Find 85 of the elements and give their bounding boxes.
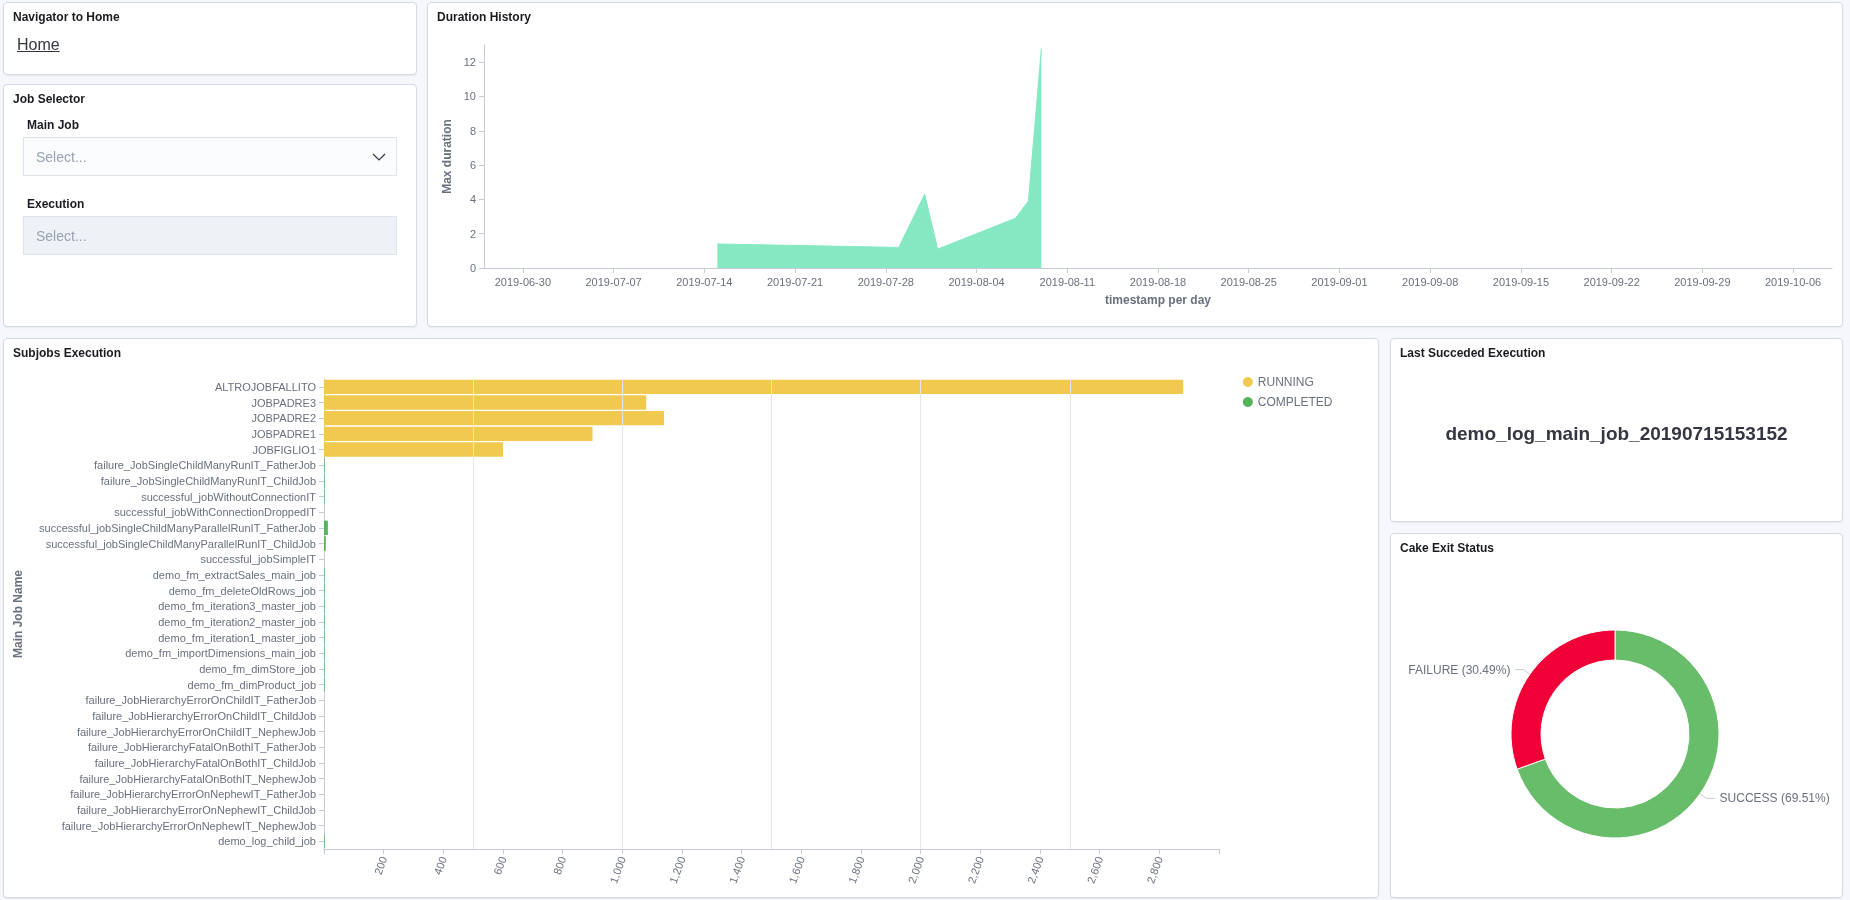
x-tick-label: 2019-09-29 <box>1674 275 1731 288</box>
slice-label: FAILURE (30.49%) <box>1408 662 1511 677</box>
y-tick-label: demo_fm_deleteOldRows_job <box>168 584 316 597</box>
y-axis-title: Max duration <box>439 119 454 194</box>
x-tick-label: 800 <box>550 854 569 877</box>
x-tick-label: 2019-06-30 <box>494 275 552 288</box>
x-tick-label: 2019-07-14 <box>676 275 733 288</box>
y-tick-label: ALTROJOBFALLITO <box>214 380 317 393</box>
y-tick-label: failure_JobHierarchyErrorOnChildIT_NephewJob <box>76 725 316 738</box>
text: Main Job <box>27 118 80 132</box>
x-tick-label: 2019-09-22 <box>1583 275 1640 288</box>
text: Subjobs Execution <box>13 346 122 360</box>
legend-label: RUNNING <box>1257 375 1314 389</box>
x-tick-label: 2,200 <box>965 854 986 885</box>
x-tick-label: 2019-10-06 <box>1764 275 1822 288</box>
x-tick-label: 200 <box>371 854 390 877</box>
y-tick-label: failure_JobSingleChildManyRunIT_ChildJob <box>100 474 316 487</box>
x-axis-title: timestamp per day <box>1104 293 1212 307</box>
y-tick-label: failure_JobHierarchyErrorOnNephewIT_FatherJob <box>70 788 316 801</box>
y-tick-label: demo_fm_iteration1_master_job <box>158 631 316 644</box>
y-tick-label: JOBPADRE1 <box>251 427 316 440</box>
x-tick-label: 2,400 <box>1024 854 1046 885</box>
y-tick-label: 0 <box>469 262 476 274</box>
y-tick-label: failure_JobHierarchyFatalOnBothIT_FatherJob <box>87 741 316 754</box>
y-tick-label: 8 <box>469 124 476 137</box>
x-tick-label: 1,800 <box>845 854 867 885</box>
y-tick-label: failure_JobHierarchyErrorOnNephewIT_ChildJob <box>76 803 316 816</box>
y-tick-label: 12 <box>463 56 476 69</box>
y-tick-label: 2 <box>469 227 476 240</box>
y-axis-title: Main Job Name <box>11 569 25 659</box>
y-tick-label: JOBFIGLIO1 <box>252 443 316 456</box>
y-tick-label: demo_fm_dimProduct_job <box>187 678 316 691</box>
y-tick-label: JOBPADRE3 <box>251 396 316 409</box>
x-tick-label: 2019-08-11 <box>1039 275 1095 288</box>
y-tick-label: failure_JobHierarchyFatalOnBothIT_NephewJob <box>79 772 316 785</box>
x-tick-label: 2,800 <box>1144 854 1165 885</box>
y-tick-label: successful_jobWithoutConnectionIT <box>141 490 317 503</box>
y-tick-label: demo_log_child_job <box>218 835 316 848</box>
x-tick-label: 2019-09-08 <box>1402 275 1459 288</box>
chart-title: Cake Exit Status <box>1400 541 1495 555</box>
x-tick-label: 400 <box>431 854 449 877</box>
y-tick-label: failure_JobHierarchyErrorOnChildIT_FatherJob <box>85 694 316 707</box>
y-tick-label: successful_jobWithConnectionDroppedIT <box>114 506 317 519</box>
x-tick-label: 1,200 <box>666 854 688 885</box>
y-tick-label: failure_JobHierarchyErrorOnNephewIT_NephewJob <box>61 819 316 832</box>
chart-title: Duration History <box>437 10 532 24</box>
y-tick-label: successful_jobSimpleIT <box>200 553 317 566</box>
x-tick-label: 2,000 <box>905 854 927 885</box>
y-tick-label: failure_JobHierarchyFatalOnBothIT_ChildJob <box>94 756 316 769</box>
y-tick-label: successful_jobSingleChildManyParallelRunIT_ChildJob <box>45 537 316 550</box>
x-tick-label: 2019-07-07 <box>585 275 642 288</box>
y-tick-label: successful_jobSingleChildManyParallelRunIT_FatherJob <box>39 521 316 534</box>
x-tick-label: 1,600 <box>786 854 807 885</box>
x-tick-label: 2,600 <box>1084 854 1106 885</box>
text: Home <box>17 36 60 54</box>
y-tick-label: demo_fm_dimStore_job <box>199 662 316 675</box>
y-tick-label: 10 <box>463 90 476 103</box>
text: Last Succeded Execution <box>1400 346 1546 360</box>
x-tick-label: 2019-08-25 <box>1220 275 1277 288</box>
y-tick-label: demo_fm_iteration3_master_job <box>158 600 316 613</box>
x-tick-label: 2019-07-21 <box>766 275 824 288</box>
slice-label: SUCCESS (69.51%) <box>1719 791 1830 806</box>
text: demo_log_main_job_20190715153152 <box>1444 423 1789 445</box>
y-tick-label: failure_JobSingleChildManyRunIT_FatherJob <box>94 459 316 472</box>
x-tick-label: 2019-07-28 <box>857 275 914 288</box>
x-tick-label: 2019-08-18 <box>1129 275 1187 288</box>
x-tick-label: 2019-09-15 <box>1492 275 1550 288</box>
y-tick-label: 6 <box>469 159 476 172</box>
y-tick-label: demo_fm_iteration2_master_job <box>158 615 316 628</box>
x-tick-label: 1,400 <box>726 854 748 885</box>
legend-label: COMPLETED <box>1257 395 1333 409</box>
text: Execution <box>27 197 85 211</box>
y-tick-label: failure_JobHierarchyErrorOnChildIT_ChildJob <box>92 709 316 722</box>
select-field: Select... <box>23 216 397 255</box>
x-tick-label: 2019-08-04 <box>948 275 1005 288</box>
select-field: Select... <box>23 137 397 176</box>
x-tick-label: 2019-09-01 <box>1311 275 1368 288</box>
y-tick-label: 4 <box>469 193 476 206</box>
y-tick-label: demo_fm_importDimensions_main_job <box>125 647 316 660</box>
x-tick-label: 600 <box>491 854 509 877</box>
text: Job Selector <box>13 92 86 106</box>
y-tick-label: demo_fm_extractSales_main_job <box>152 568 316 581</box>
text: Navigator to Home <box>13 10 120 24</box>
y-tick-label: JOBPADRE2 <box>251 412 316 425</box>
x-tick-label: 1,000 <box>607 854 628 885</box>
